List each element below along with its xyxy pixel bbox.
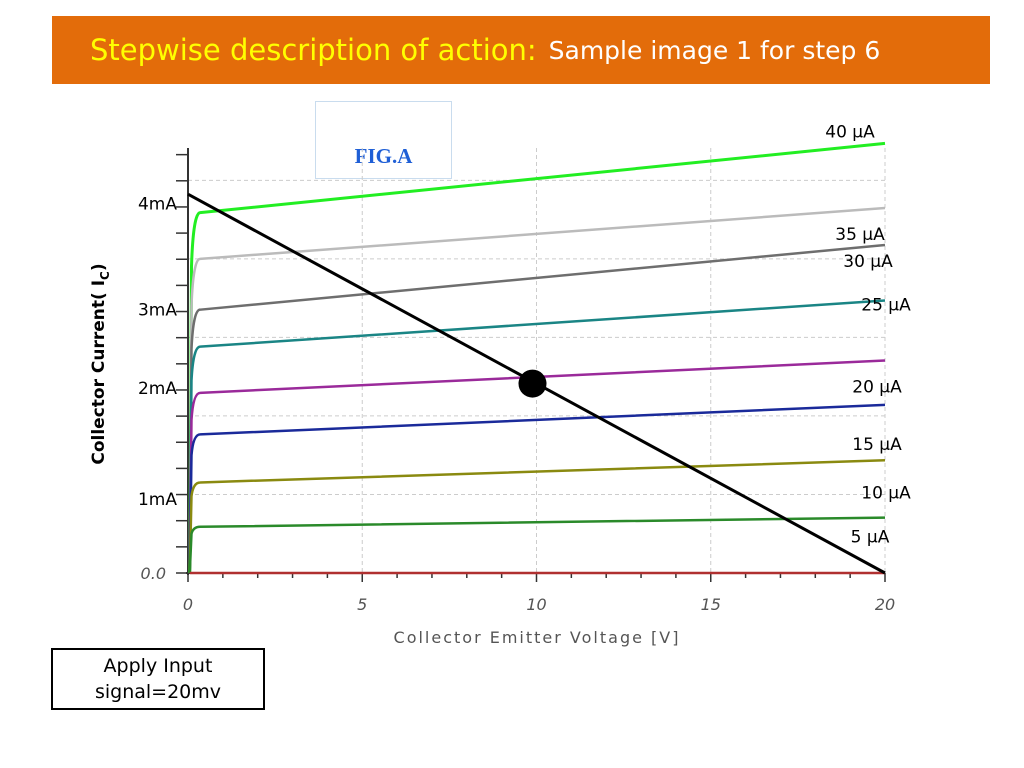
y-axis-title: Collector Current( IC) bbox=[89, 263, 112, 464]
slide-title: Stepwise description of action: bbox=[90, 33, 537, 67]
series-label: 30 µA bbox=[843, 252, 893, 272]
series-label: 5 µA bbox=[851, 528, 890, 548]
figure-label-box bbox=[315, 101, 452, 179]
y-axis-title-subscript: C bbox=[98, 271, 112, 280]
input-signal-box: Apply Input signal=20mv bbox=[51, 648, 265, 710]
x-axis-title: Collector Emitter Voltage [V] bbox=[394, 628, 681, 647]
figure-label: FIG.A bbox=[354, 144, 413, 168]
series-label: 40 µA bbox=[825, 122, 875, 142]
y-tick-label: 3mA bbox=[138, 301, 177, 321]
series-curve bbox=[188, 459, 886, 574]
series-label: 10 µA bbox=[861, 483, 911, 503]
x-tick-label: 10 bbox=[526, 595, 546, 614]
series-curve bbox=[188, 403, 886, 574]
labels: 0 5 10 15 20 0.0 1mA 2mA 3mA 4mA Collector Emitter… bbox=[89, 122, 911, 647]
x-tick-label: 5 bbox=[357, 595, 367, 614]
series-curve bbox=[188, 299, 886, 574]
slide-header: Stepwise description of action: Sample i… bbox=[52, 16, 990, 84]
x-tick-label: 20 bbox=[875, 595, 895, 614]
series-label: 25 µA bbox=[861, 295, 911, 315]
grid bbox=[188, 148, 886, 573]
y-tick-label: 0.0 bbox=[141, 564, 166, 583]
series-curve bbox=[188, 243, 886, 574]
y-tick-label: 2mA bbox=[138, 379, 177, 399]
series-curve bbox=[188, 141, 886, 574]
input-signal-line2: signal=20mv bbox=[94, 681, 222, 703]
series-curve bbox=[188, 516, 886, 574]
series-label: 35 µA bbox=[835, 225, 885, 245]
y-axis-title-main: Collector Current( I bbox=[89, 280, 109, 465]
series-curve bbox=[188, 359, 886, 574]
slide-subtitle: Sample image 1 for step 6 bbox=[548, 35, 881, 65]
y-axis-title-end: ) bbox=[89, 263, 109, 271]
series-label: 15 µA bbox=[852, 435, 902, 455]
input-signal-line1: Apply Input bbox=[103, 655, 213, 677]
load-line-group bbox=[187, 192, 886, 575]
x-tick-label: 0 bbox=[183, 595, 193, 614]
y-tick-label: 4mA bbox=[138, 194, 177, 214]
series-label: 20 µA bbox=[852, 378, 902, 398]
q-point bbox=[518, 369, 547, 398]
series-curves bbox=[188, 141, 886, 575]
x-tick-label: 15 bbox=[701, 595, 721, 614]
y-tick-label: 1mA bbox=[138, 490, 177, 510]
series-curve bbox=[188, 206, 886, 574]
